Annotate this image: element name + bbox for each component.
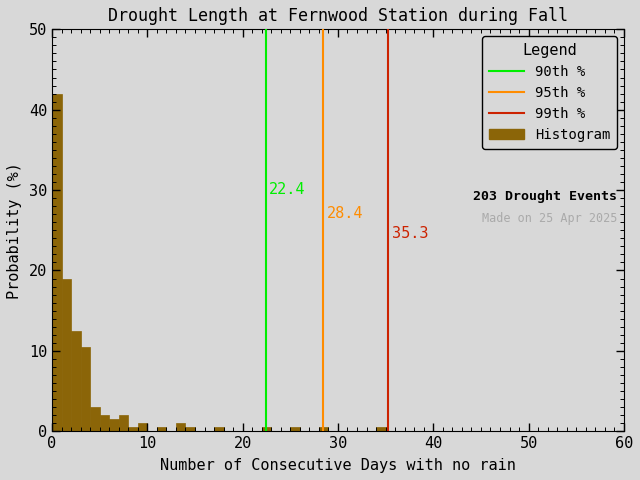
Text: Made on 25 Apr 2025: Made on 25 Apr 2025: [482, 212, 617, 225]
Y-axis label: Probability (%): Probability (%): [7, 162, 22, 299]
Bar: [262, 427, 271, 431]
Bar: [61, 278, 71, 431]
Bar: [119, 415, 128, 431]
Legend: 90th %, 95th %, 99th %, Histogram: 90th %, 95th %, 99th %, Histogram: [482, 36, 617, 149]
Bar: [176, 423, 186, 431]
Bar: [109, 419, 119, 431]
Bar: [138, 423, 147, 431]
Bar: [157, 427, 166, 431]
Title: Drought Length at Fernwood Station during Fall: Drought Length at Fernwood Station durin…: [108, 7, 568, 25]
Bar: [376, 427, 386, 431]
Bar: [100, 415, 109, 431]
Bar: [291, 427, 300, 431]
Text: 35.3: 35.3: [392, 226, 429, 241]
Text: 28.4: 28.4: [326, 206, 363, 221]
Bar: [186, 427, 195, 431]
Bar: [319, 427, 328, 431]
Bar: [90, 407, 100, 431]
Bar: [52, 94, 61, 431]
X-axis label: Number of Consecutive Days with no rain: Number of Consecutive Days with no rain: [160, 458, 516, 473]
Text: 22.4: 22.4: [269, 182, 306, 197]
Bar: [71, 331, 81, 431]
Text: 203 Drought Events: 203 Drought Events: [473, 190, 617, 203]
Bar: [214, 427, 223, 431]
Bar: [128, 427, 138, 431]
Bar: [81, 347, 90, 431]
